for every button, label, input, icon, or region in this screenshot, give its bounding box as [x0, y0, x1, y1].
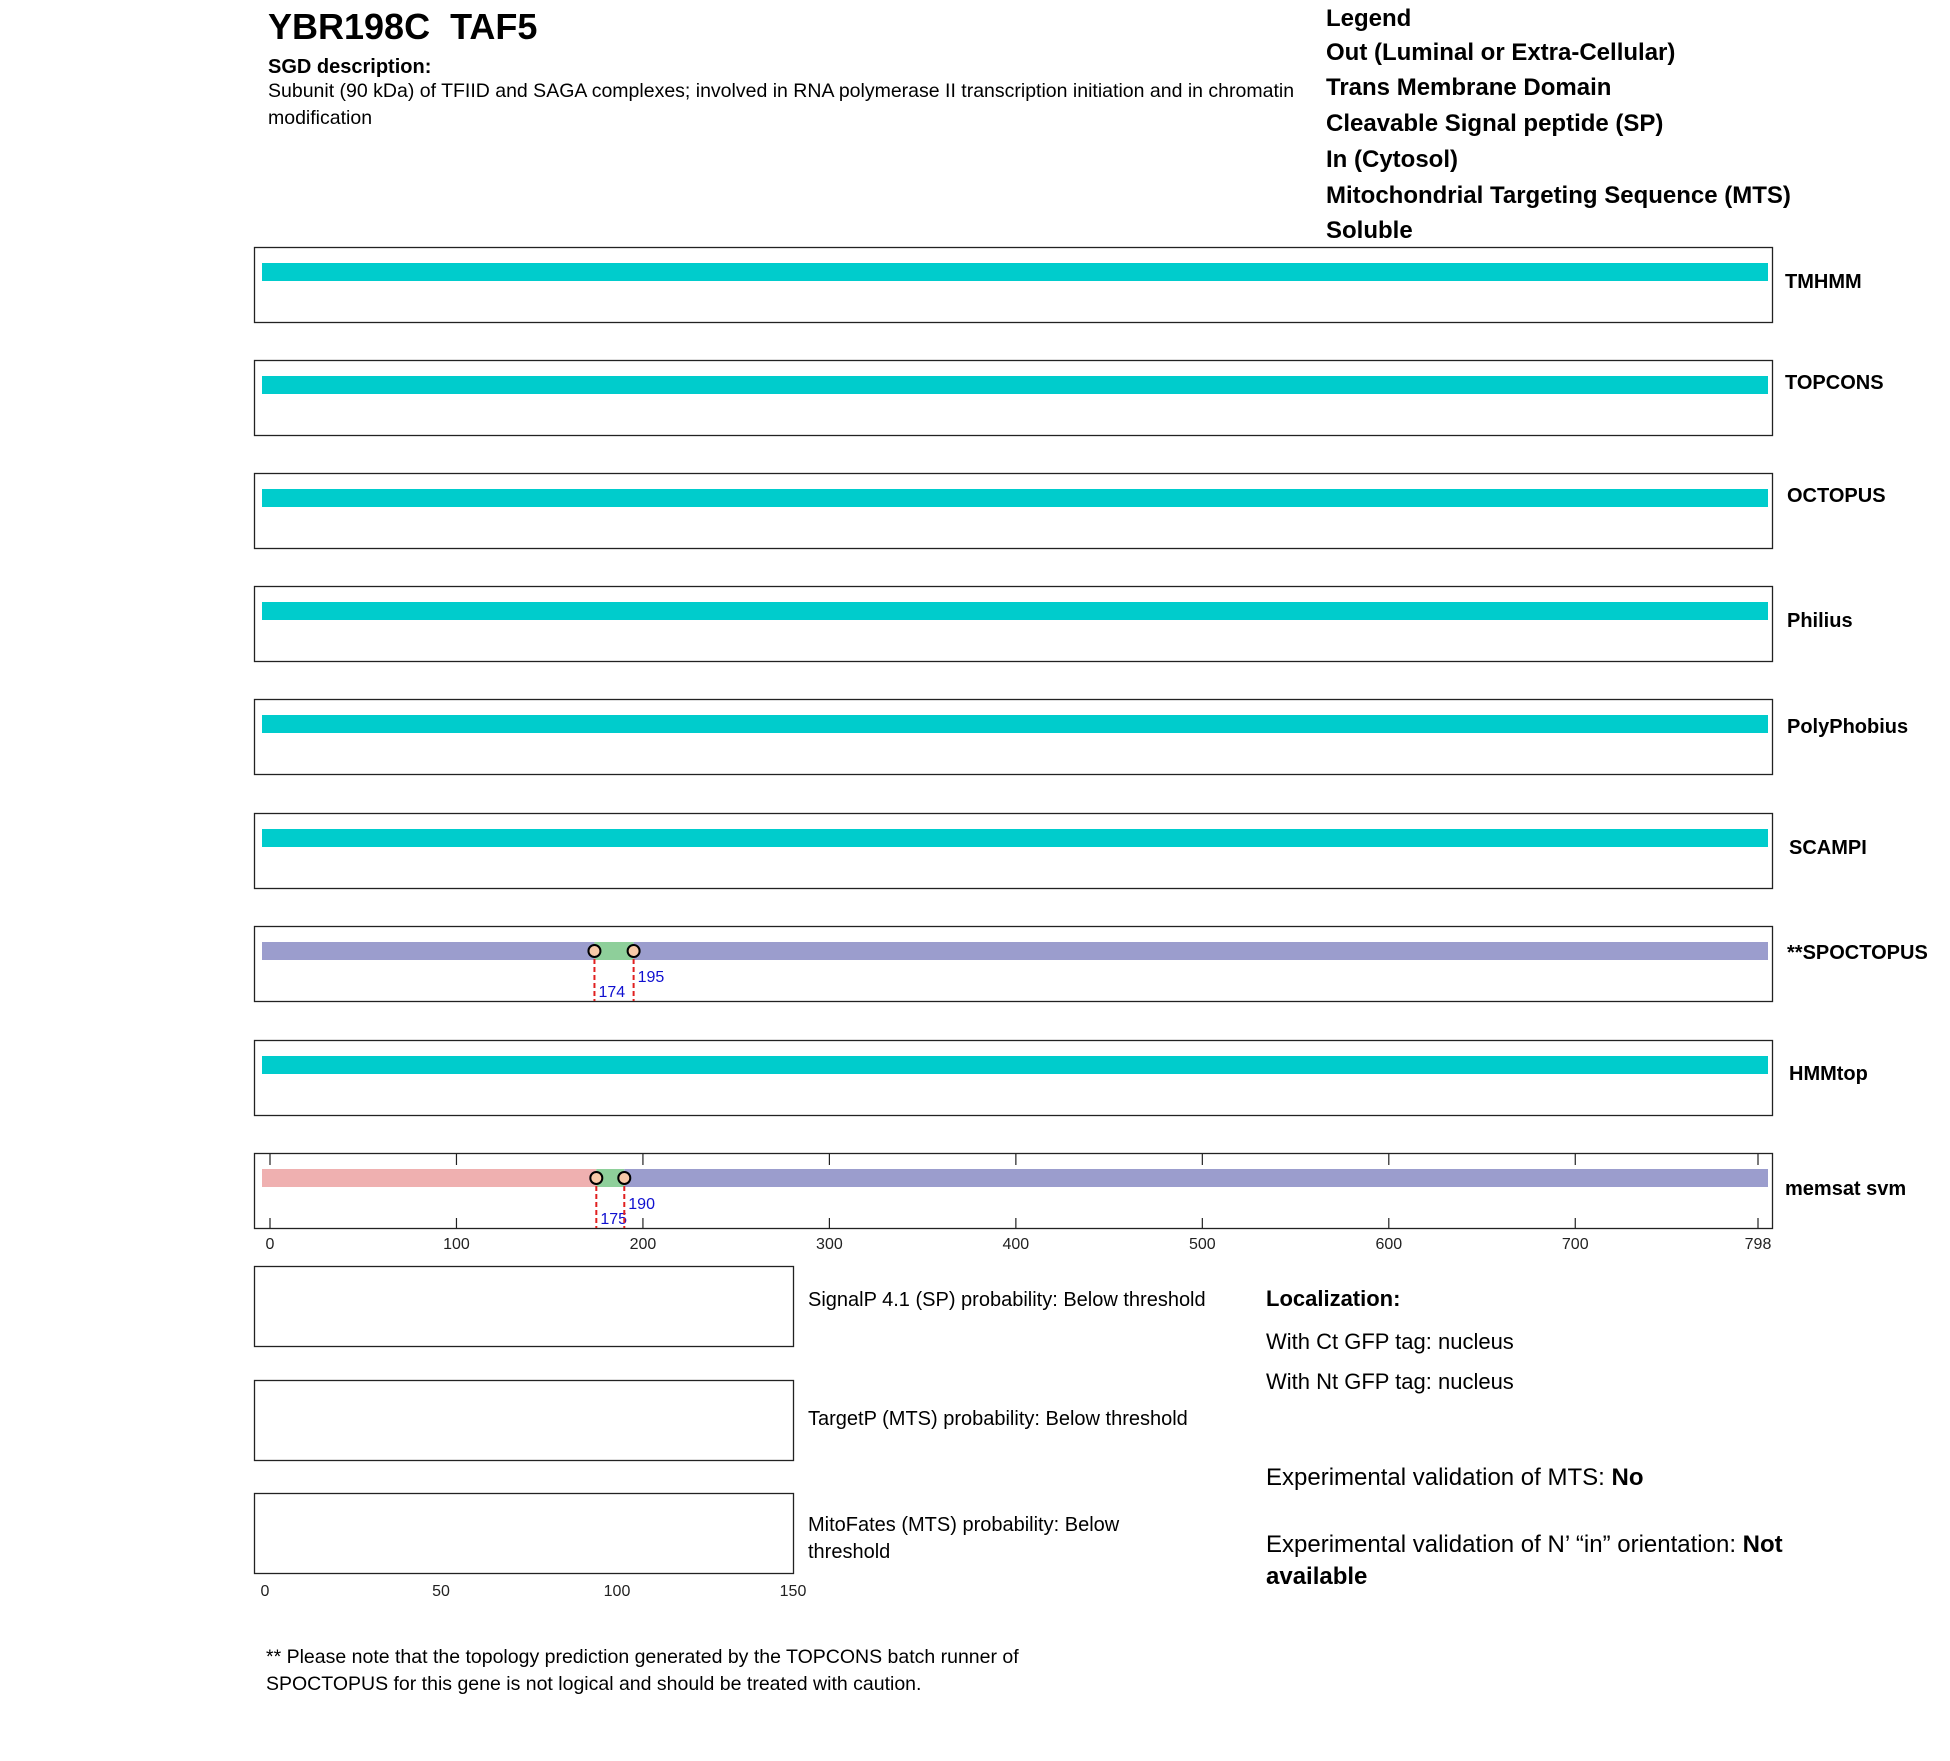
track-label-philius: Philius — [1787, 610, 1853, 632]
segment-soluble — [262, 1056, 1768, 1074]
x-tick-label: 798 — [1745, 1236, 1772, 1253]
x-tick-label: 200 — [630, 1236, 657, 1253]
localization-nt: With Nt GFP tag: nucleus — [1266, 1369, 1514, 1394]
legend-item-mts: Mitochondrial Targeting Sequence (MTS) — [1326, 182, 1791, 209]
tm-boundary-label: 190 — [628, 1196, 655, 1213]
track-label-memsat: memsat svm — [1785, 1178, 1907, 1200]
track-box — [253, 1152, 1774, 1230]
localization-heading: Localization: — [1266, 1286, 1401, 1311]
probability-tick-label: 150 — [780, 1583, 807, 1600]
x-tick-label: 600 — [1375, 1236, 1402, 1253]
x-tick-label: 700 — [1562, 1236, 1589, 1253]
sgd-heading: SGD description: — [268, 56, 432, 78]
segment-out — [624, 1169, 1769, 1187]
segment-soluble — [262, 489, 1768, 507]
probability-box — [253, 1265, 795, 1348]
track-box — [253, 472, 1774, 550]
track-box — [253, 246, 1774, 324]
experimental-orientation-prefix: Experimental validation of N’ “in” orien… — [1266, 1531, 1743, 1558]
localization-ct: With Ct GFP tag: nucleus — [1266, 1329, 1514, 1354]
experimental-orientation: Experimental validation of N’ “in” orien… — [1266, 1529, 1886, 1593]
track-label-topcons: TOPCONS — [1785, 372, 1884, 394]
track-box — [253, 925, 1774, 1003]
x-tick-label: 0 — [266, 1236, 275, 1253]
track-box — [253, 359, 1774, 437]
experimental-mts: Experimental validation of MTS: No — [1266, 1462, 1886, 1494]
mitofates-probability: MitoFates (MTS) probability: Below thres… — [808, 1514, 1120, 1563]
segment-soluble — [262, 602, 1768, 620]
segment-soluble — [262, 263, 1768, 281]
experimental-orientation-value: Not available — [1266, 1531, 1783, 1590]
legend-item-out: Out (Luminal or Extra-Cellular) — [1326, 39, 1676, 66]
track-box — [253, 1039, 1774, 1117]
probability-box — [253, 1379, 795, 1462]
probability-box — [253, 1492, 795, 1575]
footnote: ** Please note that the topology predict… — [266, 1646, 1019, 1695]
experimental-mts-prefix: Experimental validation of MTS: — [1266, 1464, 1612, 1491]
x-tick-label: 400 — [1003, 1236, 1030, 1253]
tm-boundary-label: 195 — [638, 969, 665, 986]
segment-soluble — [262, 715, 1768, 733]
track-box — [253, 585, 1774, 663]
segment-soluble — [262, 829, 1768, 847]
track-label-hmmtop: HMMtop — [1789, 1063, 1868, 1085]
x-tick-label: 500 — [1189, 1236, 1216, 1253]
legend-item-in: In (Cytosol) — [1326, 146, 1458, 173]
segment-tm — [594, 942, 634, 960]
track-label-octopus: OCTOPUS — [1787, 485, 1886, 507]
track-label-spoctopus: **SPOCTOPUS — [1787, 942, 1928, 964]
probability-tick-label: 100 — [604, 1583, 631, 1600]
track-label-polyphobius: PolyPhobius — [1787, 716, 1909, 738]
tm-boundary-marker — [626, 944, 641, 958]
tm-boundary-marker — [617, 1171, 632, 1185]
legend-item-soluble: Soluble — [1326, 217, 1413, 244]
segment-tm — [596, 1169, 625, 1187]
segment-out — [262, 942, 595, 960]
signalp-probability: SignalP 4.1 (SP) probability: Below thre… — [808, 1289, 1206, 1311]
legend-item-tm: Trans Membrane Domain — [1326, 74, 1612, 101]
targetp-probability: TargetP (MTS) probability: Below thresho… — [808, 1408, 1188, 1430]
track-box — [253, 812, 1774, 890]
tm-boundary-label: 174 — [598, 984, 625, 1001]
track-label-scampi: SCAMPI — [1789, 837, 1867, 859]
tm-boundary-marker — [589, 1171, 604, 1185]
segment-soluble — [262, 376, 1768, 394]
experimental-mts-value: No — [1611, 1464, 1644, 1491]
segment-out — [633, 942, 1768, 960]
legend-item-sp: Cleavable Signal peptide (SP) — [1326, 110, 1664, 137]
track-label-tmhmm: TMHMM — [1785, 271, 1862, 293]
tm-boundary-label: 175 — [600, 1211, 627, 1228]
segment-in — [262, 1169, 597, 1187]
probability-tick-label: 50 — [432, 1583, 450, 1600]
x-tick-label: 100 — [443, 1236, 470, 1253]
legend-title: Legend — [1326, 5, 1412, 32]
track-box — [253, 698, 1774, 776]
sgd-description: Subunit (90 kDa) of TFIID and SAGA compl… — [268, 80, 1295, 129]
page-title: YBR198C TAF5 — [268, 6, 538, 47]
probability-tick-label: 0 — [261, 1583, 270, 1600]
tm-boundary-marker — [587, 944, 602, 958]
x-tick-label: 300 — [816, 1236, 843, 1253]
